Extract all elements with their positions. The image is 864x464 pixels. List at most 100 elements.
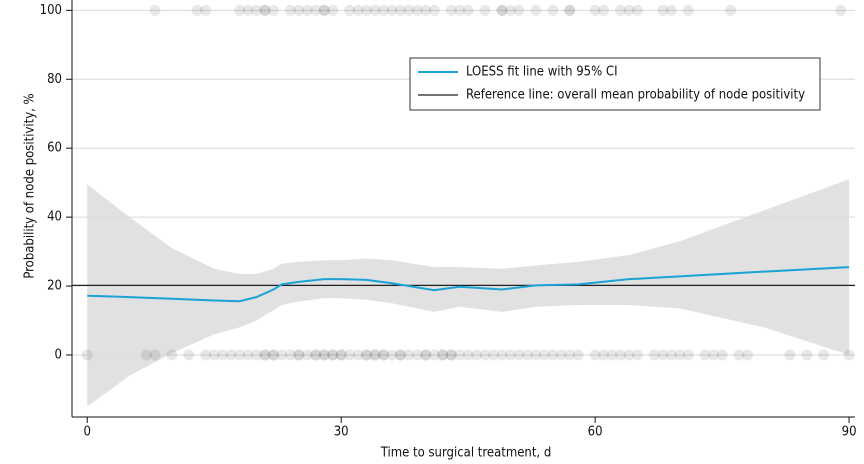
observation-point — [242, 4, 254, 16]
observation-point — [378, 349, 390, 361]
observation-point — [530, 4, 542, 16]
observation-point — [284, 4, 296, 16]
observation-point — [344, 349, 356, 361]
observation-point — [615, 349, 627, 361]
observation-point — [784, 349, 796, 361]
observation-point — [301, 349, 313, 361]
observation-point — [445, 4, 457, 16]
x-tick-label: 90 — [842, 425, 857, 440]
observation-point — [496, 349, 508, 361]
observation-point — [530, 349, 542, 361]
observation-point — [361, 349, 373, 361]
observation-point — [631, 4, 643, 16]
observation-point — [369, 349, 381, 361]
observation-point — [699, 349, 711, 361]
observation-point — [81, 349, 93, 361]
observation-point — [488, 349, 500, 361]
observation-point — [623, 349, 635, 361]
observation-point — [166, 349, 178, 361]
confidence-band — [87, 179, 850, 407]
observation-point — [310, 4, 322, 16]
observation-point — [504, 349, 516, 361]
observation-point — [437, 349, 449, 361]
observation-point — [191, 4, 203, 16]
observation-point — [420, 349, 432, 361]
x-axis-label: Time to surgical treatment, d — [380, 446, 552, 461]
observation-point — [276, 349, 288, 361]
observation-point — [598, 349, 610, 361]
y-axis-label: Probability of node positivity, % — [23, 93, 38, 278]
observation-point — [242, 349, 254, 361]
observation-point — [725, 4, 737, 16]
observation-point — [369, 4, 381, 16]
observation-point — [606, 349, 618, 361]
observation-point — [598, 4, 610, 16]
observation-point — [318, 4, 330, 16]
observation-point — [149, 349, 161, 361]
observation-point — [310, 349, 322, 361]
observation-point — [589, 349, 601, 361]
observation-point — [479, 349, 491, 361]
observation-point — [327, 349, 339, 361]
observation-point — [293, 4, 305, 16]
observation-point — [555, 349, 567, 361]
observation-point — [293, 349, 305, 361]
x-tick-label: 30 — [334, 425, 349, 440]
observation-point — [437, 349, 449, 361]
observation-point — [259, 349, 271, 361]
y-tick-label: 80 — [47, 72, 62, 87]
observation-point — [394, 349, 406, 361]
observation-point — [267, 349, 279, 361]
observation-point — [521, 349, 533, 361]
observation-point — [454, 349, 466, 361]
observation-point — [284, 349, 296, 361]
observation-point — [403, 349, 415, 361]
observation-point — [411, 349, 423, 361]
observation-point — [335, 349, 347, 361]
y-tick-label: 100 — [40, 3, 62, 18]
observation-point — [454, 4, 466, 16]
observation-point — [318, 349, 330, 361]
observation-point — [378, 4, 390, 16]
observation-point — [335, 349, 347, 361]
observation-point — [682, 349, 694, 361]
observation-point — [352, 349, 364, 361]
observation-point — [835, 4, 847, 16]
observation-point — [428, 349, 440, 361]
observation-point — [369, 349, 381, 361]
observation-point — [843, 349, 855, 361]
observation-point — [183, 349, 195, 361]
x-tick-label: 0 — [84, 425, 91, 440]
observation-point — [352, 4, 364, 16]
x-tick-label: 60 — [588, 425, 603, 440]
observation-point — [538, 349, 550, 361]
observation-point — [513, 349, 525, 361]
observation-point — [547, 4, 559, 16]
observation-point — [259, 4, 271, 16]
observation-point — [394, 349, 406, 361]
observation-point — [327, 349, 339, 361]
observation-point — [386, 4, 398, 16]
observation-point — [208, 349, 220, 361]
observation-point — [344, 4, 356, 16]
observation-point — [547, 349, 559, 361]
observation-point — [200, 349, 212, 361]
observation-point — [682, 4, 694, 16]
legend-label: LOESS fit line with 95% CI — [466, 65, 618, 80]
observation-point — [361, 4, 373, 16]
observation-point — [801, 349, 813, 361]
observation-point — [200, 4, 212, 16]
observation-point — [140, 349, 152, 361]
observation-point — [361, 349, 373, 361]
observation-point — [623, 4, 635, 16]
observation-point — [657, 4, 669, 16]
observation-point — [496, 4, 508, 16]
observation-point — [631, 349, 643, 361]
observation-point — [818, 349, 830, 361]
y-tick-label: 0 — [55, 347, 62, 362]
observation-point — [504, 4, 516, 16]
observation-point — [327, 4, 339, 16]
observation-point — [267, 4, 279, 16]
observation-point — [394, 4, 406, 16]
